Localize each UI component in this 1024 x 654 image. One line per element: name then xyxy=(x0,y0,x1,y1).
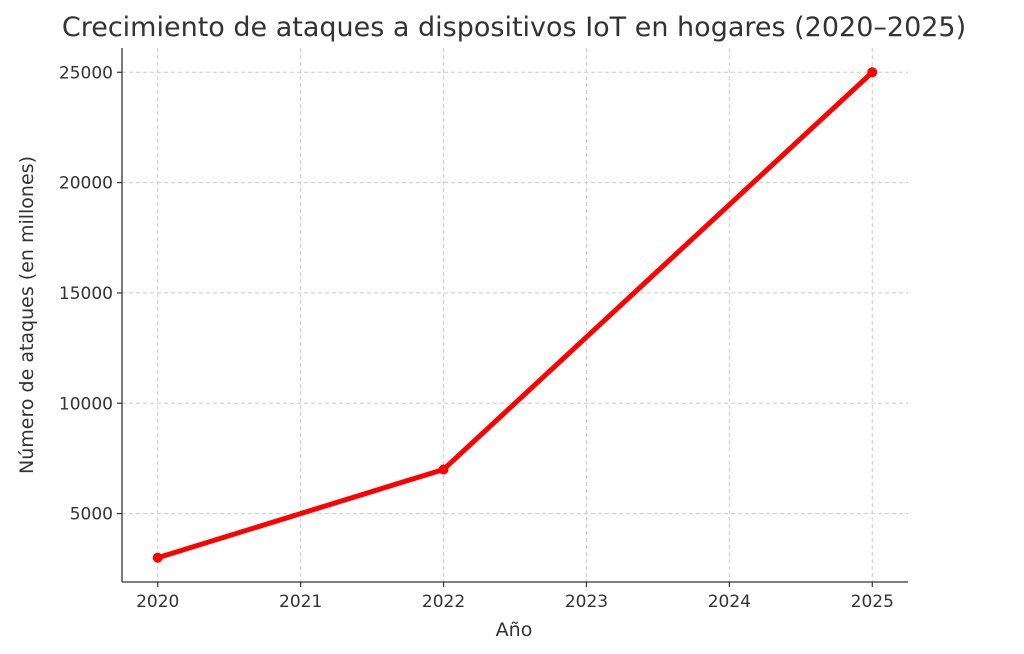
x-tick-label-3: 2023 xyxy=(565,592,608,612)
axes xyxy=(121,48,908,583)
series xyxy=(152,67,878,563)
grid xyxy=(122,48,908,582)
x-tick-label-0: 2020 xyxy=(136,592,179,612)
series-line-0 xyxy=(155,69,875,561)
data-point-2020 xyxy=(152,552,163,563)
x-tick-label-2: 2022 xyxy=(422,592,465,612)
x-tick-label-1: 2021 xyxy=(279,592,322,612)
y-tick-label-4: 25000 xyxy=(59,63,113,83)
data-point-2022 xyxy=(438,464,449,475)
x-axis-label: Año xyxy=(496,619,533,641)
y-tick-label-1: 10000 xyxy=(59,394,113,414)
chart-title: Crecimiento de ataques a dispositivos Io… xyxy=(62,12,966,43)
y-axis-label: Número de ataques (en millones) xyxy=(16,156,38,474)
x-tick-label-5: 2025 xyxy=(851,592,894,612)
x-tick-label-4: 2024 xyxy=(708,592,751,612)
data-point-2025 xyxy=(867,67,878,78)
y-tick-label-0: 5000 xyxy=(70,505,113,525)
y-tick-label-2: 15000 xyxy=(59,284,113,304)
ticks: 2020 2021 2022 2023 2024 2025 5000 10000 15000 20… xyxy=(59,63,894,612)
y-tick-label-3: 20000 xyxy=(59,174,113,194)
